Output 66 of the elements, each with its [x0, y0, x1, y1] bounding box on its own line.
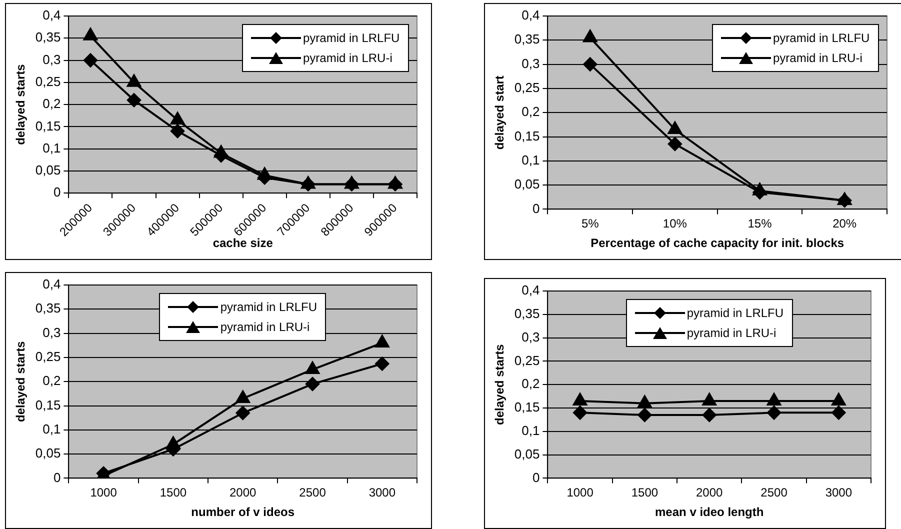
- x-tick-label: 3000: [825, 486, 852, 500]
- x-tick-label: 2500: [760, 486, 788, 500]
- x-axis-title: mean v ideo length: [655, 505, 764, 520]
- y-tick-label: 0,3: [42, 324, 61, 340]
- y-tick-label: 0,2: [522, 376, 540, 392]
- x-tick-label: 2500: [299, 486, 326, 500]
- y-tick-label: 0,1: [42, 421, 61, 436]
- y-tick-label: 0,05: [514, 446, 540, 462]
- x-tick-label: 1500: [631, 486, 658, 500]
- y-tick-label: 0,4: [42, 276, 61, 292]
- x-tick-label: 2000: [230, 486, 257, 500]
- legend-label: pyramid in LRU-i: [220, 320, 310, 334]
- y-tick-label: 0,2: [42, 373, 61, 388]
- y-tick-label: 0,1: [522, 152, 540, 168]
- y-tick-label: 0,35: [35, 30, 61, 45]
- y-tick-label: 0,15: [514, 128, 540, 144]
- y-tick-label: 0,1: [522, 422, 540, 438]
- legend-label: pyramid in LRU-i: [773, 51, 862, 65]
- y-tick-label: 0,4: [522, 8, 540, 23]
- x-tick-label: 1500: [160, 486, 187, 500]
- y-tick-label: 0,3: [42, 52, 61, 67]
- x-tick-label: 1000: [90, 486, 118, 500]
- y-tick-label: 0: [53, 184, 61, 200]
- y-tick-label: 0,35: [514, 32, 540, 47]
- y-tick-label: 0,35: [35, 300, 61, 316]
- legend-label: pyramid in LRLFU: [686, 306, 784, 320]
- legend-label: pyramid in LRU-i: [303, 51, 392, 65]
- y-axis-title: delayed starts: [492, 344, 507, 425]
- x-tick-label: 10%: [662, 216, 688, 231]
- y-tick-label: 0: [53, 470, 61, 485]
- y-tick-label: 0,4: [42, 8, 61, 23]
- y-tick-label: 0,15: [35, 118, 61, 134]
- x-tick-label: 1000: [566, 486, 594, 500]
- y-tick-label: 0,2: [42, 96, 61, 112]
- y-tick-label: 0,05: [35, 446, 61, 461]
- y-tick-label: 0,2: [522, 104, 540, 120]
- y-tick-label: 0: [532, 200, 540, 216]
- x-tick-label: 3000: [368, 486, 396, 500]
- x-tick-label: 5%: [581, 216, 600, 231]
- y-axis-title: delayed start: [492, 76, 507, 150]
- x-axis-title: number of v ideos: [191, 505, 295, 520]
- x-tick-label: 20%: [832, 216, 857, 231]
- x-tick-label: 15%: [748, 216, 772, 231]
- y-axis-title: delayed starts: [14, 64, 28, 145]
- y-tick-label: 0,1: [42, 140, 61, 156]
- y-tick-label: 0,35: [514, 306, 540, 321]
- legend-label: pyramid in LRU-i: [686, 326, 776, 340]
- x-tick-label: 2000: [696, 486, 724, 500]
- legend-label: pyramid in LRLFU: [303, 31, 400, 45]
- y-tick-label: 0,25: [35, 74, 61, 89]
- y-tick-label: 0,25: [514, 352, 540, 368]
- y-tick-label: 0,15: [514, 400, 540, 415]
- y-tick-label: 0,3: [522, 329, 540, 344]
- x-axis-title: Percentage of cache capacity for init. blocks: [590, 236, 844, 250]
- y-tick-label: 0,3: [522, 56, 540, 71]
- y-tick-label: 0,25: [514, 80, 540, 96]
- y-tick-label: 0,25: [35, 349, 61, 364]
- y-tick-label: 0: [532, 470, 540, 485]
- x-axis-title: cache size: [212, 236, 274, 250]
- y-axis-title: delayed starts: [14, 340, 28, 422]
- legend-label: pyramid in LRLFU: [220, 300, 318, 314]
- y-tick-label: 0,15: [35, 397, 61, 412]
- y-tick-label: 0,05: [35, 162, 61, 178]
- y-tick-label: 0,05: [514, 176, 540, 192]
- legend-label: pyramid in LRLFU: [773, 31, 870, 45]
- y-tick-label: 0,4: [522, 282, 540, 298]
